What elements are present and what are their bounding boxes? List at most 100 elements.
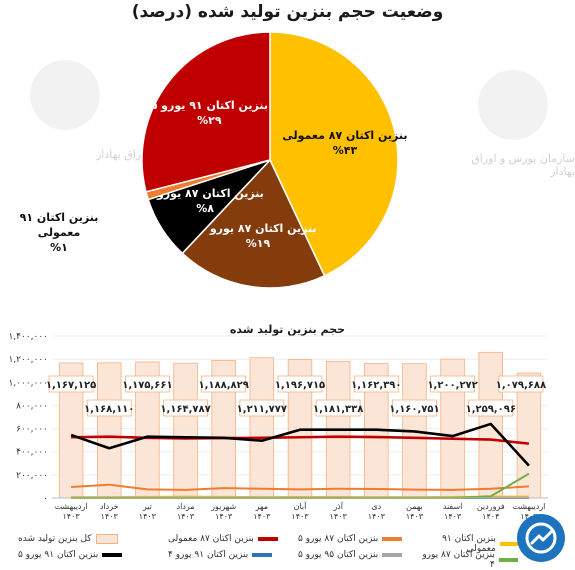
y-tick-label: ۱,۰۰۰,۰۰۰ — [8, 378, 48, 388]
pie-label-value: %۴۳ — [333, 144, 358, 157]
bar-svg: ۰۲۰۰,۰۰۰۴۰۰,۰۰۰۶۰۰,۰۰۰۸۰۰,۰۰۰۱,۰۰۰,۰۰۰۱,… — [8, 332, 548, 521]
legend-label: بنزین اکتان ۸۷ یورو ۴ — [422, 550, 495, 570]
legend-label: کل بنزین تولید شده — [18, 534, 92, 544]
bar-data-label: ۱,۰۷۹,۶۸۸ — [496, 380, 546, 391]
pie-outside-label: بنزین اکتان ۹۱ معمولی %۱ — [4, 210, 114, 255]
bar-label-box — [86, 399, 132, 417]
legend-swatch — [252, 553, 273, 557]
legend-87-euro4: بنزین اکتان ۸۷ یورو ۴ — [418, 550, 518, 570]
bar-data-label: ۱,۲۱۱,۷۷۷ — [237, 404, 287, 415]
bar-label-box — [498, 375, 544, 393]
y-tick-label: ۴۰۰,۰۰۰ — [16, 448, 48, 458]
bar-label-box — [239, 399, 285, 417]
pie-label-name: بنزین اکتان ۹۱ یورو ۵ — [151, 99, 268, 112]
series-line — [70, 422, 530, 467]
legend-label: بنزین اکتان ۹۱ یورو ۴ — [168, 550, 249, 560]
pie-outside-label-name: بنزین اکتان ۹۱ معمولی — [19, 211, 99, 239]
x-tick-label: خرداد — [100, 502, 119, 511]
x-tick-label-year: ۱۴۰۳ — [444, 512, 462, 521]
y-tick-label: ۱,۲۰۰,۰۰۰ — [8, 355, 48, 365]
pie-outside-label-value: %۱ — [50, 241, 68, 254]
x-tick-label: دی — [371, 502, 381, 511]
legend-swatch — [382, 537, 403, 541]
bar-label-box — [353, 375, 399, 393]
y-tick-label: ۰ — [43, 494, 48, 504]
legend-87-regular: بنزین اکتان ۸۷ معمولی — [168, 534, 278, 544]
pie-svg: بنزین اکتان ۸۷ معمولی %۴۳ بنزین اکتان ۸۷ ی… — [141, 31, 408, 289]
pie-label-value: %۸ — [196, 202, 214, 215]
bar-label-box — [392, 399, 437, 417]
series-line — [71, 483, 529, 491]
y-tick-label: ۶۰۰,۰۰۰ — [16, 425, 48, 435]
x-tick-label-year: ۱۴۰۳ — [139, 512, 157, 521]
x-tick-label: تیر — [142, 502, 152, 511]
pie-slice — [269, 31, 399, 277]
legend-swatch — [498, 558, 518, 562]
legend-label: بنزین اکتان ۹۱ یورو ۵ — [18, 550, 99, 560]
bar — [249, 357, 275, 499]
bar-data-label: ۱,۱۹۶,۷۱۵ — [275, 380, 325, 391]
bar-data-label: ۱,۱۸۸,۸۲۹ — [199, 380, 249, 391]
bar-label-box — [124, 375, 170, 393]
bar-data-label: ۱,۱۶۲,۳۹۰ — [351, 380, 401, 391]
legend-label: بنزین اکتان ۸۷ معمولی — [168, 534, 254, 544]
brand-logo-icon — [517, 514, 565, 562]
watermark-text-right: سازمان بورس و اوراق بهادار — [471, 152, 575, 178]
legend-total: کل بنزین تولید شده — [18, 534, 118, 544]
legend-91-euro5: بنزین اکتان ۹۱ یورو ۵ — [18, 550, 123, 560]
bar-label-box — [277, 375, 323, 393]
legend-91-euro4: بنزین اکتان ۹۱ یورو ۴ — [168, 550, 273, 560]
legend-label: بنزین اکتان ۸۷ یورو ۵ — [298, 534, 379, 544]
bar-label-box — [48, 375, 94, 393]
x-tick-label: فروردین — [477, 502, 505, 511]
x-tick-label-year: ۱۴۰۴ — [482, 512, 499, 521]
bar-label-box — [315, 399, 361, 417]
pie-slice — [181, 158, 326, 289]
bar-data-label: ۱,۱۶۴,۷۸۷ — [160, 404, 210, 415]
x-tick-label: آبان — [294, 501, 308, 511]
legend-swatch — [499, 542, 518, 546]
bar-label-box — [163, 399, 208, 417]
x-tick-label: مهر — [255, 502, 268, 511]
legend-91-regular: بنزین اکتان ۹۱ معمولی — [418, 534, 518, 554]
x-tick-label: بهمن — [406, 502, 423, 511]
bar-data-label: ۱,۱۸۱,۳۳۸ — [313, 404, 363, 415]
bar-data-label: ۱,۲۰۰,۲۷۲ — [427, 380, 477, 391]
x-tick-label: آذر — [332, 501, 343, 511]
x-tick-label-year: ۱۴۰۳ — [215, 512, 233, 521]
x-tick-label-year: ۱۴۰۳ — [330, 512, 348, 521]
legend-swatch — [102, 553, 123, 557]
bar-line-chart: ۰ ۲۰۰,۰۰۰ ۴۰۰,۰۰۰ ۶۰۰,۰۰۰ ۸۰۰,۰۰۰ ۱,۰۰۰,۰۰۰ ۱,… — [0, 318, 575, 528]
legend-label: بنزین اکتان ۹۱ معمولی — [442, 534, 496, 554]
bar-data-label: ۱,۱۶۷,۱۲۵ — [46, 380, 96, 391]
x-tick-label: اردیبهشت — [512, 502, 545, 511]
legend-87-euro5: بنزین اکتان ۸۷ یورو ۵ — [298, 534, 403, 544]
pie-label-value: %۲۹ — [197, 114, 222, 127]
bar — [97, 362, 122, 499]
x-tick-label: اسفند — [443, 502, 463, 511]
x-tick-label: شهریور — [210, 502, 236, 511]
x-tick-label-year: ۱۴۰۳ — [177, 512, 195, 521]
bar — [173, 362, 198, 499]
x-tick-label: مرداد — [177, 502, 195, 511]
bar-label-box — [468, 399, 514, 417]
x-tick-label-year: ۱۴۰۳ — [291, 512, 309, 521]
legend-swatch — [95, 534, 118, 544]
bar-chart-title: حجم بنزین تولید شده — [229, 323, 346, 336]
bar-data-label: ۱,۱۶۰,۷۵۱ — [389, 404, 439, 415]
legend-swatch — [382, 553, 403, 557]
legend-95-euro5: بنزین اکتان ۹۵ یورو ۵ — [298, 550, 403, 560]
logo-mark — [525, 522, 557, 554]
pie-label-name: بنزین اکتان ۸۷ یورو ۴ — [199, 222, 316, 235]
legend: کل بنزین تولید شده بنزین اکتان ۸۷ معمولی… — [18, 534, 518, 570]
x-tick-label-year: ۱۴۰۳ — [62, 512, 80, 521]
y-tick-label: ۱,۴۰۰,۰۰۰ — [8, 332, 48, 342]
x-tick-label-year: ۱۴۰۳ — [101, 512, 119, 521]
watermark-logo-left — [30, 60, 100, 130]
pie-label-value: %۱۹ — [246, 237, 271, 250]
y-tick-label: ۲۰۰,۰۰۰ — [16, 471, 48, 481]
pie-chart: بنزین اکتان ۸۷ معمولی %۴۳ بنزین اکتان ۸۷ ی… — [120, 28, 420, 308]
pie-slice — [141, 31, 271, 193]
x-tick-label-year: ۱۴۰۳ — [253, 512, 271, 521]
bar-data-label: ۱,۲۵۹,۰۹۶ — [466, 404, 516, 415]
